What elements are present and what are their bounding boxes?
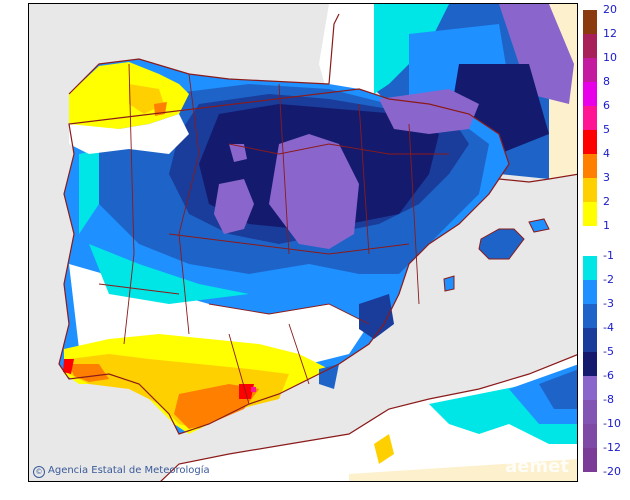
- legend-label: -10: [603, 417, 621, 430]
- legend-label: -2: [603, 273, 614, 286]
- legend-label: -4: [603, 321, 614, 334]
- legend-label: 5: [603, 123, 610, 136]
- legend-swatch: [583, 106, 597, 130]
- legend-label: 1: [603, 219, 610, 232]
- legend-label: 10: [603, 51, 617, 64]
- legend-swatch: [583, 280, 597, 304]
- legend-label: -6: [603, 369, 614, 382]
- legend-swatch: [583, 34, 597, 58]
- legend-swatch: [583, 448, 597, 472]
- legend-swatch: [583, 328, 597, 352]
- copyright-icon: ©: [33, 466, 45, 478]
- legend-swatch: [583, 304, 597, 328]
- legend-swatch: [583, 376, 597, 400]
- legend-label: 3: [603, 171, 610, 184]
- legend-label: -12: [603, 441, 621, 454]
- legend-label: 8: [603, 75, 610, 88]
- legend-label: -5: [603, 345, 614, 358]
- legend-label: 4: [603, 147, 610, 160]
- legend-label: -1: [603, 249, 614, 262]
- legend-label: -3: [603, 297, 614, 310]
- legend-swatch: [583, 424, 597, 448]
- legend-label: 6: [603, 99, 610, 112]
- legend-swatch: [583, 178, 597, 202]
- aemet-watermark: aemet: [505, 456, 569, 477]
- agency-credit: © Agencia Estatal de Meteorología: [33, 465, 210, 478]
- legend-swatch: [583, 154, 597, 178]
- legend-swatch: [583, 202, 597, 226]
- legend-swatch: [583, 352, 597, 376]
- legend-swatch: [583, 130, 597, 154]
- credit-text: Agencia Estatal de Meteorología: [48, 465, 210, 476]
- map-graphic: [58, 4, 577, 481]
- legend-label: 2: [603, 195, 610, 208]
- legend-swatch: [583, 400, 597, 424]
- legend-swatch: [583, 10, 597, 34]
- legend-label: 20: [603, 3, 617, 16]
- legend-swatch: [583, 256, 597, 280]
- anomaly-map: © Agencia Estatal de Meteorología aemet: [28, 3, 578, 482]
- legend-label: 12: [603, 27, 617, 40]
- legend-label: -8: [603, 393, 614, 406]
- legend-label: -20: [603, 465, 621, 478]
- legend-swatch: [583, 58, 597, 82]
- legend-swatch: [583, 82, 597, 106]
